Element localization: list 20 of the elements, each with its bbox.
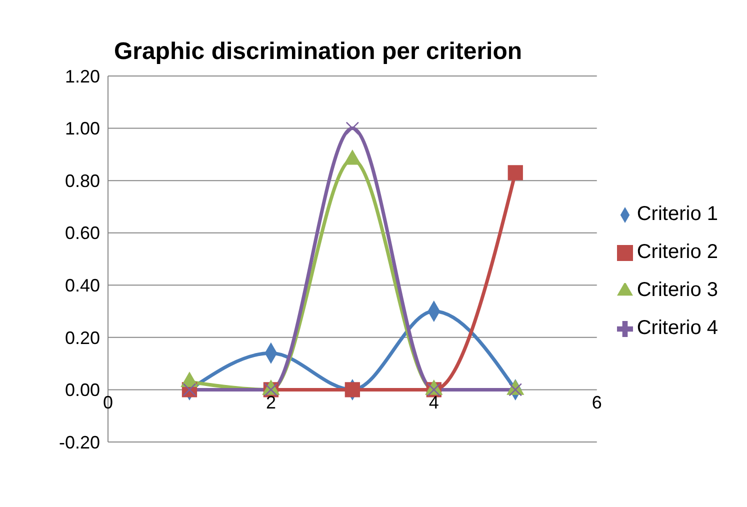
legend-label: Criterio 1 [636,203,718,225]
legend-label: Criterio 4 [636,317,718,339]
point [344,382,360,398]
x-tick-label: 0 [102,392,114,412]
legend-label: Criterio 3 [636,279,718,301]
x-tick-label: 6 [592,392,602,412]
x-tick-label: 2 [266,392,276,412]
y-tick-label: 0.20 [64,328,100,348]
chart-title: Graphic discrimination per criterion [112,37,524,66]
y-tick-label: 0.80 [64,170,100,191]
point [346,122,360,135]
point [508,165,523,180]
y-tick-label: -0.20 [58,432,100,452]
legend-label: Criterio 2 [636,241,718,263]
y-tick-label: 1.00 [64,118,100,139]
y-tick-label: 1.20 [64,66,100,86]
y-tick-label: 0.40 [64,276,100,296]
y-tick-label: 0.00 [64,380,100,400]
x-tick-label: 4 [428,392,439,412]
y-tick-label: 0.60 [64,223,100,244]
